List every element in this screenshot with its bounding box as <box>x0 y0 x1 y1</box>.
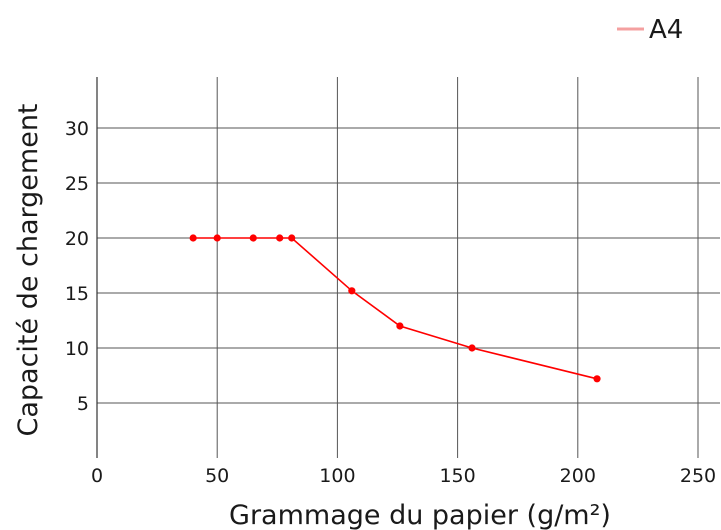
x-tick-label-200: 200 <box>560 465 596 487</box>
x-tick-label-0: 0 <box>91 465 103 487</box>
data-point-a4-1 <box>213 234 221 242</box>
y-tick-label-15: 15 <box>65 283 89 305</box>
y-tick-label-10: 10 <box>65 338 89 360</box>
y-tick-labels: 5 10 15 20 25 30 <box>65 118 89 415</box>
series-line-a4 <box>193 237 598 380</box>
grid <box>97 77 720 458</box>
x-tick-label-50: 50 <box>205 465 229 487</box>
data-point-a4-5 <box>348 287 356 295</box>
y-axis-title: Capacité de chargement <box>13 103 44 436</box>
x-tick-labels: 0 50 100 150 200 250 <box>91 465 716 487</box>
y-tick-label-30: 30 <box>65 118 89 140</box>
y-tick-label-20: 20 <box>65 228 89 250</box>
x-tick-label-250: 250 <box>680 465 716 487</box>
data-point-a4-8 <box>593 375 601 383</box>
data-point-a4-6 <box>396 322 404 330</box>
x-tick-label-150: 150 <box>439 465 475 487</box>
x-tick-label-100: 100 <box>319 465 355 487</box>
data-point-a4-4 <box>288 234 296 242</box>
series-layer <box>189 234 601 383</box>
data-point-a4-0 <box>189 234 197 242</box>
data-point-a4-3 <box>276 234 284 242</box>
y-tick-label-5: 5 <box>77 393 89 415</box>
data-point-a4-7 <box>468 344 476 352</box>
legend-label-a4: A4 <box>649 15 683 45</box>
x-axis-title: Grammage du papier (g/m²) <box>229 500 611 530</box>
data-point-a4-2 <box>249 234 257 242</box>
y-tick-label-25: 25 <box>65 173 89 195</box>
legend: A4 <box>617 15 683 45</box>
